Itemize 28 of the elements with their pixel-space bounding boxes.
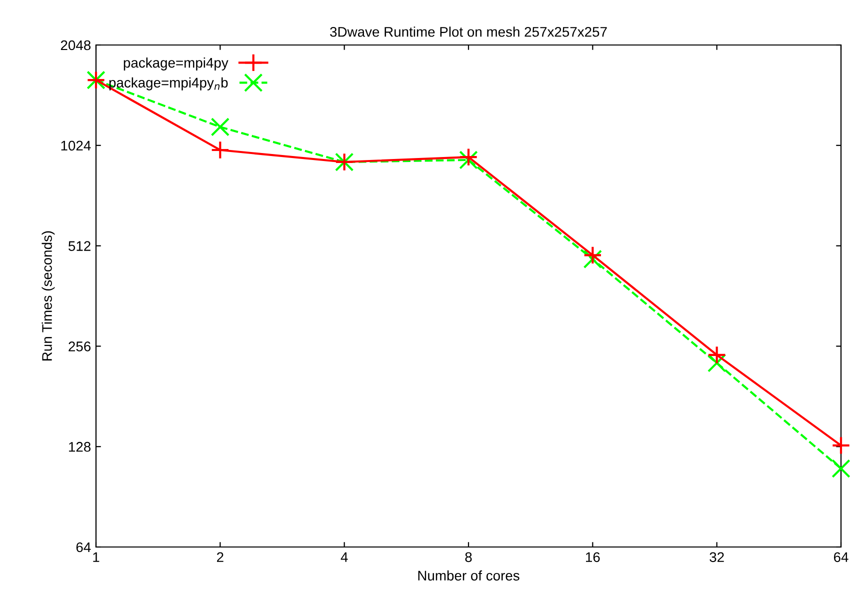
point [707, 346, 726, 364]
point [707, 354, 726, 372]
legend-label: package=mpi4py$_{n}$b [109, 77, 228, 90]
chart-title: 3Dwave Runtime Plot on mesh 257x257x257 [330, 26, 607, 37]
y-tick-label: 1024 [61, 140, 91, 151]
point [210, 118, 230, 136]
x-tick-label: 2 [217, 552, 224, 562]
point [459, 148, 478, 166]
x-tick-label: 1 [93, 552, 100, 562]
point [210, 140, 230, 160]
x-tick-label: 8 [465, 552, 472, 562]
y-tick-label: 2048 [60, 40, 91, 50]
x-tick-label: 32 [710, 552, 724, 562]
x-axis-title: Number of cores [418, 570, 520, 581]
legend-label: package=mpi4py [124, 58, 228, 70]
point [459, 150, 478, 170]
y-tick-label: 128 [69, 442, 91, 452]
point [583, 250, 602, 269]
x-tick-label: 64 [834, 552, 848, 562]
y-tick-label: 256 [68, 342, 91, 352]
point [583, 246, 602, 265]
y-tick-label: 512 [68, 241, 90, 251]
x-tick-label: 16 [586, 552, 600, 562]
y-axis-title: Run Times (seconds) [42, 231, 55, 360]
point [832, 459, 850, 478]
x-tick-label: 4 [340, 552, 348, 562]
point [832, 436, 850, 455]
y-tick-label: 64 [76, 542, 91, 552]
